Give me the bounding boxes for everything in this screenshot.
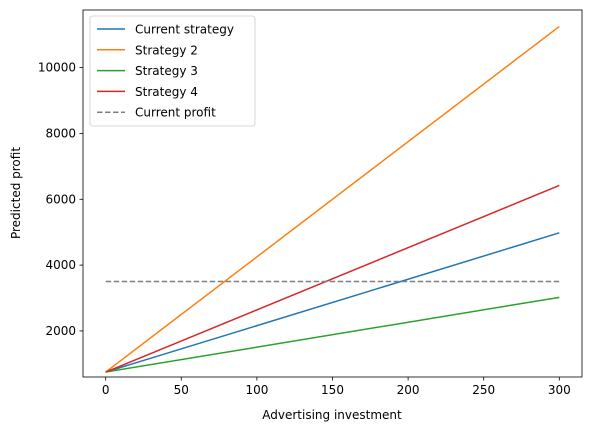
legend-frame <box>89 15 256 127</box>
series-line-0 <box>105 232 560 373</box>
x-axis-label: Advertising investment <box>262 408 402 422</box>
x-tick-label: 300 <box>548 383 571 397</box>
legend: Current strategy Strategy 2 Strategy 3 Stra… <box>89 15 256 127</box>
y-tick-label: 10000 <box>38 61 76 75</box>
series-lines <box>105 25 560 373</box>
ticks: 0 50 100 150 200 250 300 2000 4000 6000 8000 10000 <box>38 61 571 397</box>
y-tick-label: 6000 <box>45 192 76 206</box>
x-tick-label: 250 <box>472 383 495 397</box>
y-axis-label: Predicted profit <box>9 147 23 239</box>
x-tick-label: 50 <box>174 383 189 397</box>
x-tick-label: 200 <box>397 383 420 397</box>
y-tick-label: 4000 <box>45 258 76 272</box>
series-line-1 <box>105 25 560 373</box>
y-tick-label: 2000 <box>45 324 76 338</box>
x-tick-label: 0 <box>102 383 110 397</box>
y-tick-label: 8000 <box>45 126 76 140</box>
legend-label-3: Strategy 4 <box>135 85 198 99</box>
x-tick-label: 150 <box>321 383 344 397</box>
series-line-3 <box>105 184 560 373</box>
series-line-2 <box>105 296 560 373</box>
x-tick-label: 100 <box>245 383 268 397</box>
legend-label-2: Strategy 3 <box>135 64 198 78</box>
legend-label-4: Current profit <box>135 106 216 120</box>
legend-label-1: Strategy 2 <box>135 43 198 57</box>
legend-label-0: Current strategy <box>135 23 234 37</box>
